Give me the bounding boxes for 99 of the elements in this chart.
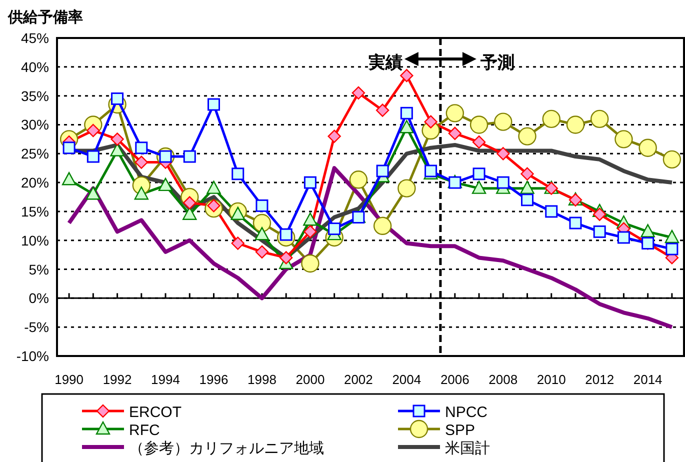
point [86,186,100,200]
point [520,167,534,180]
point [304,176,316,189]
y-tick-label: 25% [20,146,49,162]
legend-label: NPCC [445,404,488,421]
y-tick-label: 0% [28,290,49,306]
y-tick-label: 35% [20,88,49,104]
legend-label: 米国計 [445,440,490,457]
point [182,206,197,220]
y-tick-label: 20% [20,174,49,191]
x-tick-label: 2008 [488,372,518,387]
x-tick-label: 1996 [199,372,228,387]
y-tick-label: 5% [28,261,49,278]
point [640,224,655,238]
x-tick-label: 1998 [248,372,276,387]
point [303,212,318,226]
point [279,251,293,264]
point [135,142,148,154]
point [62,172,76,186]
point [231,236,244,250]
point [254,226,270,240]
point [373,216,392,236]
y-tick-label: -10% [16,348,49,364]
point [110,132,124,146]
point [301,254,320,273]
legend-label: RFC [129,422,160,439]
legend-label: （参考）カリフォルニア地域 [129,440,324,457]
annotation: 予測 [479,53,514,72]
point [424,115,438,128]
x-tick-label: 2004 [392,372,422,387]
point [496,147,510,160]
point [304,225,317,238]
y-tick-label: -5% [24,319,49,336]
point [518,127,536,146]
point [398,179,416,198]
legend-label: SPP [445,422,476,439]
x-tick-label: 1994 [151,372,180,387]
point [472,180,486,194]
x-tick-label: 2000 [296,372,325,387]
point [111,92,124,105]
point [446,104,464,122]
point [664,230,680,244]
point [232,168,244,180]
point [472,168,486,180]
x-tick-label: 2002 [344,372,373,387]
point [256,199,268,212]
y-tick-label: 30% [20,116,49,133]
point [614,130,633,148]
point [400,120,414,134]
y-tick-label: 40% [20,58,49,75]
point [183,150,196,163]
point [134,186,149,200]
point [520,180,534,194]
x-tick-label: 1992 [102,372,132,387]
point [352,86,366,100]
point [376,164,389,178]
point [110,143,124,156]
point [134,156,148,169]
point [569,216,582,230]
point [472,135,486,149]
point [349,170,368,189]
point [448,126,462,140]
point [662,150,682,169]
point [328,130,341,143]
point [496,176,510,189]
point [470,116,488,134]
point [638,138,657,157]
point [86,150,100,163]
point [617,231,630,244]
point [593,225,606,238]
point [542,110,560,128]
point [208,98,220,111]
point [328,222,341,236]
legend-label: ERCOT [129,404,182,421]
point [590,110,609,128]
point [62,142,76,154]
y-axis-title: 供給予備率 [7,8,83,26]
x-tick-label: 2012 [585,372,614,387]
annotation: 実績 [367,53,402,72]
x-tick-label: 2010 [536,372,566,387]
point [566,116,585,134]
line-series [67,166,674,330]
x-tick-label: 2014 [633,372,662,387]
x-tick-label: 2006 [440,372,470,387]
point [666,242,678,256]
point [255,245,269,259]
point [252,214,272,232]
y-tick-label: 15% [20,203,49,220]
point [521,194,534,206]
point [545,205,558,218]
point [400,106,413,120]
y-tick-label: 10% [20,232,49,248]
point [158,178,173,192]
y-tick-label: 45% [20,30,49,46]
point [376,104,390,117]
point [592,208,606,221]
point [494,112,512,131]
x-tick-label: 1990 [54,372,84,387]
point [206,180,221,194]
